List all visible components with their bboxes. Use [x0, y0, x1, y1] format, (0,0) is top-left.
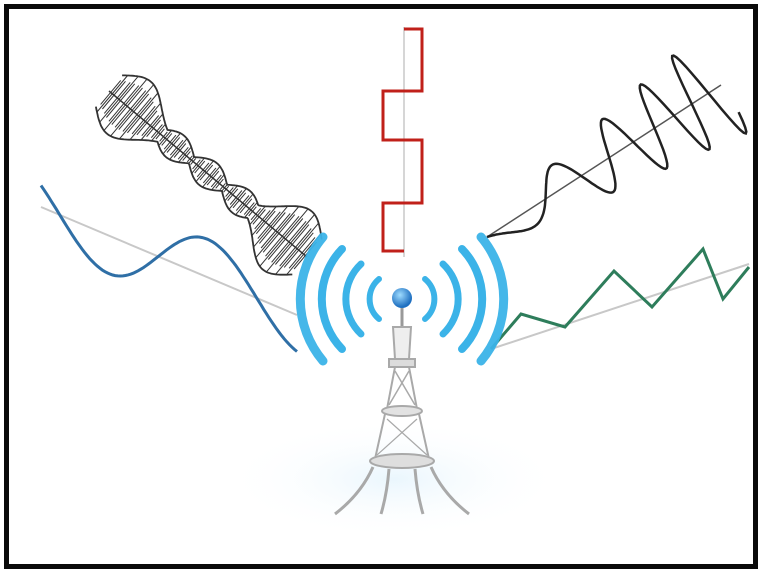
chirp-wave: [486, 54, 748, 239]
square-wave: [381, 27, 424, 257]
radio-tower-icon: [334, 308, 470, 516]
modulated-wave: [95, 74, 323, 276]
sine-wave: [39, 184, 298, 353]
wireless-signal-icon: [295, 232, 509, 366]
signal-illustration: [39, 27, 751, 539]
triangle-wave: [489, 246, 751, 350]
tower-base-glow: [224, 419, 564, 539]
illustration-frame: [4, 4, 758, 569]
